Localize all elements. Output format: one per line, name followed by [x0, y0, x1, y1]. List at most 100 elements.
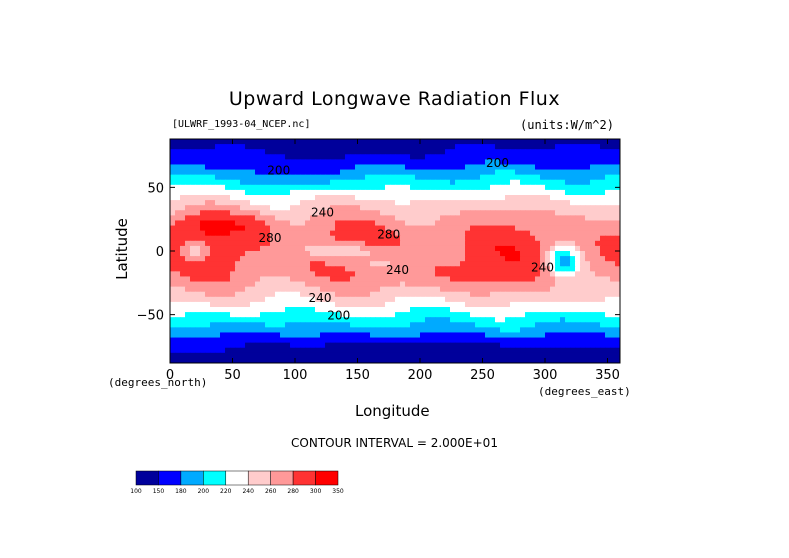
field-cell	[345, 149, 351, 155]
field-cell	[195, 169, 201, 176]
field-cell	[350, 296, 356, 303]
field-cell	[395, 281, 401, 288]
field-cell	[465, 352, 471, 359]
field-cell	[335, 317, 341, 323]
field-cell	[220, 215, 226, 222]
field-cell	[465, 332, 471, 339]
field-cell	[200, 286, 206, 293]
field-cell	[370, 342, 376, 349]
field-cell	[400, 256, 406, 262]
field-cell	[315, 307, 321, 313]
field-cell	[220, 337, 226, 344]
field-cell	[475, 301, 481, 308]
field-cell	[570, 215, 576, 222]
field-cell	[365, 149, 371, 155]
field-cell	[450, 159, 456, 166]
field-cell	[330, 312, 336, 318]
field-cell	[470, 215, 476, 222]
field-cell	[460, 327, 466, 334]
field-cell	[240, 281, 246, 288]
field-cell	[205, 154, 211, 160]
field-cell	[615, 296, 620, 303]
field-cell	[350, 235, 356, 242]
field-cell	[430, 286, 436, 293]
field-cell	[415, 205, 421, 211]
field-cell	[280, 215, 286, 222]
field-cell	[390, 281, 396, 288]
field-cell	[340, 195, 346, 201]
field-cell	[225, 296, 231, 303]
field-cell	[415, 139, 421, 145]
field-cell	[195, 266, 201, 272]
field-cell	[400, 205, 406, 211]
field-cell	[590, 312, 596, 318]
field-cell	[440, 225, 446, 232]
field-cell	[465, 317, 471, 323]
field-cell	[200, 347, 206, 354]
field-cell	[350, 357, 356, 363]
field-cell	[350, 256, 356, 262]
field-cell	[245, 169, 251, 176]
field-cell	[245, 281, 251, 288]
field-cell	[575, 337, 581, 344]
field-cell	[290, 139, 296, 145]
field-cell	[615, 174, 620, 181]
field-cell	[365, 159, 371, 166]
field-cell	[615, 189, 620, 196]
field-cell	[485, 266, 491, 272]
field-cell	[375, 189, 381, 196]
field-cell	[305, 261, 311, 267]
field-cell	[520, 251, 526, 257]
field-cell	[485, 337, 491, 344]
field-cell	[455, 352, 461, 359]
field-cell	[375, 256, 381, 262]
field-cell	[210, 245, 216, 252]
field-cell	[545, 332, 551, 339]
field-cell	[250, 230, 256, 237]
field-cell	[610, 210, 616, 216]
field-cell	[375, 352, 381, 359]
field-cell	[240, 317, 246, 323]
field-cell	[405, 296, 411, 303]
field-cell	[320, 296, 326, 303]
field-cell	[370, 230, 376, 237]
field-cell	[435, 347, 441, 354]
field-cell	[315, 169, 321, 176]
field-cell	[230, 266, 236, 272]
field-cell	[525, 174, 531, 181]
field-cell	[205, 347, 211, 354]
field-cell	[610, 195, 616, 201]
field-cell	[230, 271, 236, 278]
field-cell	[500, 200, 506, 206]
field-cell	[420, 200, 426, 206]
field-cell	[600, 276, 606, 283]
field-cell	[290, 312, 296, 318]
field-cell	[465, 276, 471, 283]
field-cell	[470, 271, 476, 278]
field-cell	[320, 144, 326, 150]
field-cell	[265, 235, 271, 242]
field-cell	[190, 286, 196, 293]
field-cell	[375, 276, 381, 283]
field-cell	[215, 225, 221, 232]
field-cell	[595, 144, 601, 150]
field-cell	[335, 200, 341, 206]
field-cell	[300, 261, 306, 267]
field-cell	[435, 266, 441, 272]
field-cell	[420, 235, 426, 242]
field-cell	[600, 342, 606, 349]
field-cell	[290, 291, 296, 298]
field-cell	[465, 312, 471, 318]
field-cell	[440, 256, 446, 262]
field-cell	[305, 179, 311, 186]
field-cell	[460, 159, 466, 166]
field-cell	[345, 230, 351, 237]
field-cell	[430, 301, 436, 308]
field-cell	[370, 149, 376, 155]
field-cell	[480, 256, 486, 262]
field-cell	[230, 281, 236, 288]
field-cell	[520, 296, 526, 303]
field-cell	[435, 317, 441, 323]
field-cell	[315, 332, 321, 339]
field-cell	[385, 352, 391, 359]
